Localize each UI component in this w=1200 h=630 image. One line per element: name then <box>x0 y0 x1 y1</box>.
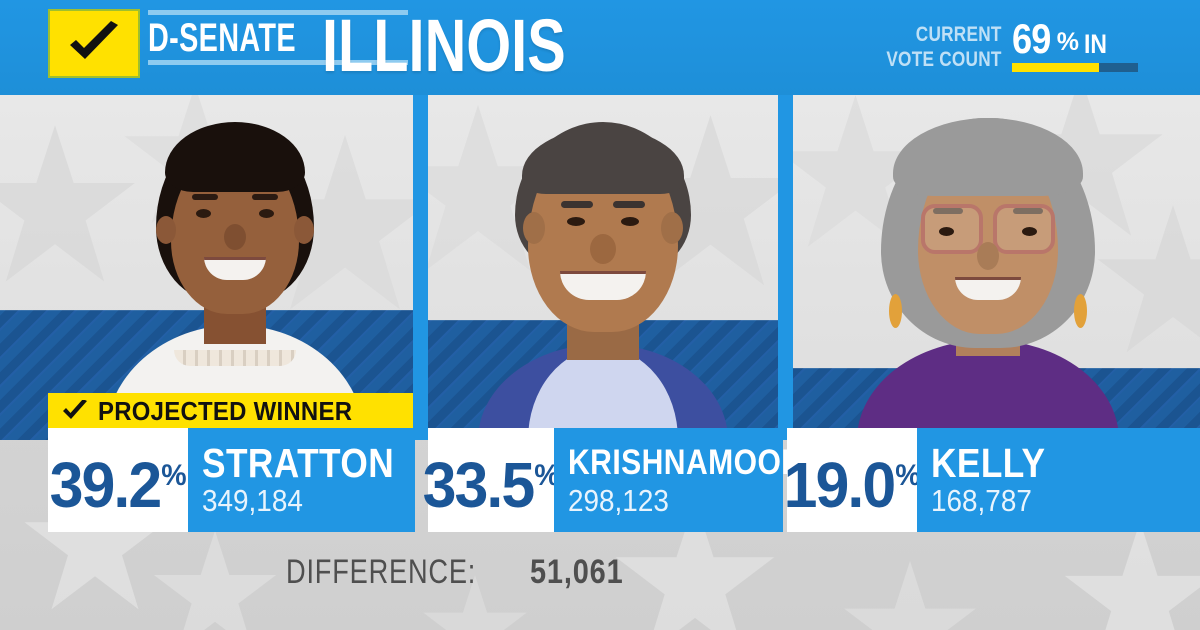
percent-box: 39.2% <box>48 428 188 532</box>
candidate-result-row[interactable]: 19.0% KELLY 168,787 <box>783 428 1200 532</box>
vote-count-label-line1: CURRENT <box>916 23 1002 46</box>
candidate-name: STRATTON <box>202 439 395 486</box>
percent-symbol: % <box>1056 28 1079 56</box>
candidate-votes: 298,123 <box>568 482 669 518</box>
candidate-photo-strip <box>0 95 1200 440</box>
background-star <box>840 560 980 630</box>
backdrop-star <box>1093 205 1200 362</box>
results-row: 39.2% STRATTON 349,184 33.5% KRISHNAMOOR… <box>0 428 1200 532</box>
candidate-photo-panel <box>793 95 1200 440</box>
reporting-progress-fill <box>1012 63 1099 72</box>
backdrop-star <box>793 95 938 257</box>
background-star <box>420 575 530 630</box>
difference-label: DIFFERENCE: <box>286 553 477 591</box>
name-box: KRISHNAMOORTHI 298,123 <box>554 428 854 532</box>
reporting-progress-bar <box>1012 63 1138 72</box>
candidate-portrait <box>105 110 365 440</box>
candidate-portrait <box>857 105 1119 440</box>
race-rule-bottom <box>148 60 408 65</box>
reporting-block: 69% IN <box>1012 18 1164 72</box>
percent-box: 33.5% <box>422 428 560 532</box>
percent-box: 19.0% <box>783 428 921 532</box>
eyeglasses-right <box>993 204 1055 254</box>
candidate-name: KELLY <box>931 439 1046 486</box>
background-star <box>150 530 280 630</box>
vote-count-label-line2: VOTE COUNT <box>886 48 1002 71</box>
header-bar: D-SENATE ILLINOIS CURRENT VOTE COUNT 69%… <box>0 0 1200 95</box>
eyeglasses-left <box>921 204 983 254</box>
background-star <box>20 470 170 615</box>
name-box: KELLY 168,787 <box>917 428 1200 532</box>
candidate-votes: 168,787 <box>931 482 1032 518</box>
backdrop-star <box>618 115 778 296</box>
projected-winner-banner: PROJECTED WINNER <box>48 393 413 429</box>
race-rule-top <box>148 10 408 15</box>
checkmark-icon <box>70 20 118 59</box>
background-star <box>1060 520 1200 630</box>
race-label: D-SENATE <box>148 16 296 60</box>
vote-count-label: CURRENT VOTE COUNT <box>887 22 1002 72</box>
race-label-block: D-SENATE <box>148 10 408 65</box>
reporting-percent: 69 <box>1012 15 1051 62</box>
candidate-name: KRISHNAMOORTHI <box>568 442 854 482</box>
candidate-percent: 39.2% <box>49 448 187 521</box>
candidate-portrait <box>478 100 728 440</box>
candidate-percent: 19.0% <box>783 448 921 521</box>
backdrop-star <box>0 125 140 292</box>
difference-readout: DIFFERENCE: 51,061 <box>286 554 640 590</box>
checkmark-icon <box>63 400 87 419</box>
state-title: ILLINOIS <box>322 4 566 87</box>
candidate-photo-panel <box>428 95 778 440</box>
candidate-votes: 349,184 <box>202 482 303 518</box>
candidate-result-row[interactable]: 33.5% KRISHNAMOORTHI 298,123 <box>422 428 854 532</box>
race-check-badge <box>48 9 140 78</box>
backdrop-star <box>250 135 413 320</box>
name-box: STRATTON 349,184 <box>188 428 415 532</box>
backdrop-star <box>428 105 568 281</box>
difference-row: DIFFERENCE: 51,061 <box>0 542 1200 602</box>
candidate-photo-panel <box>0 95 413 440</box>
projected-winner-label: PROJECTED WINNER <box>98 396 353 426</box>
reporting-suffix: IN <box>1083 29 1107 59</box>
candidate-result-row[interactable]: 39.2% STRATTON 349,184 <box>48 428 415 532</box>
candidate-percent: 33.5% <box>422 448 560 521</box>
difference-value: 51,061 <box>529 553 624 591</box>
reporting-readout: 69% IN <box>1012 18 1164 60</box>
background-star <box>610 500 780 630</box>
